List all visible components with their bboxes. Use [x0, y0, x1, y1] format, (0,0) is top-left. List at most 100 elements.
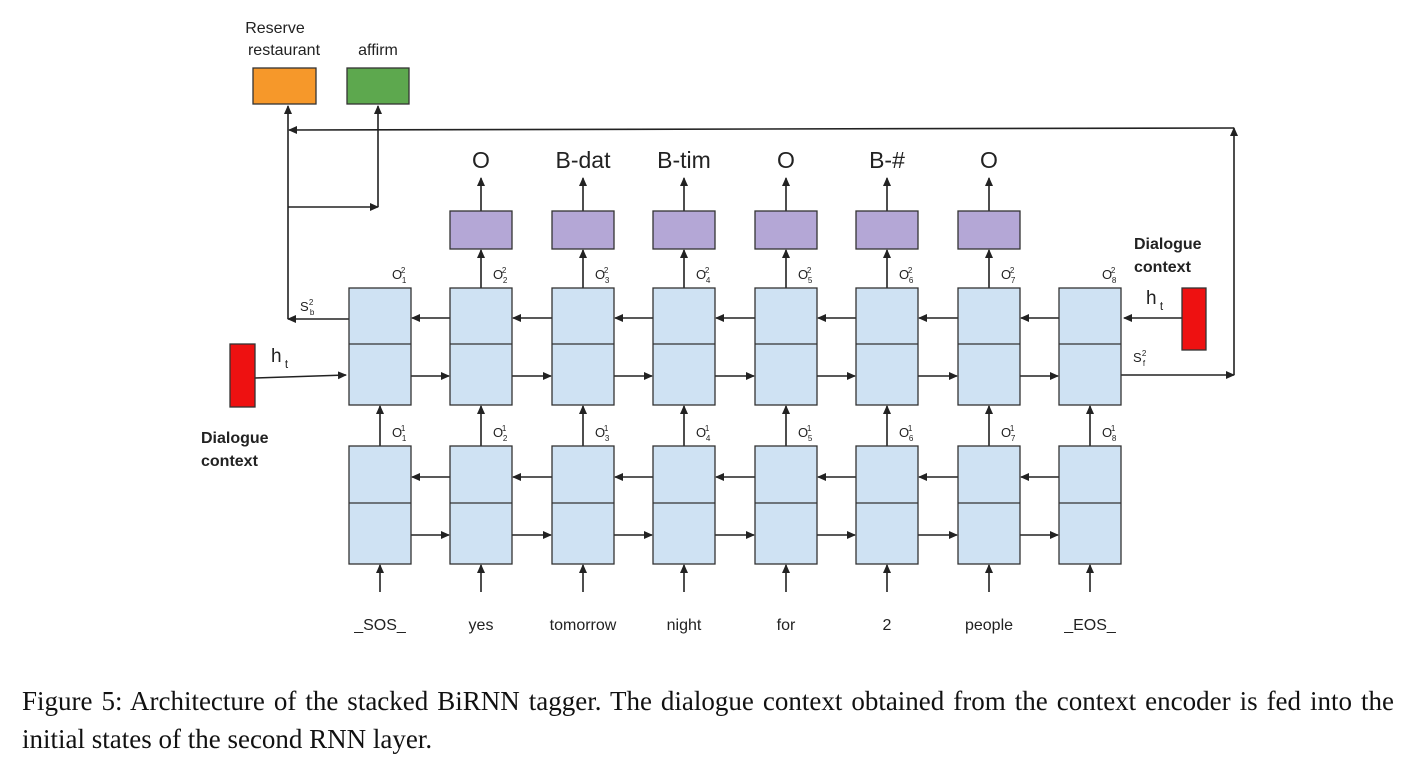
diagram-shapes	[229, 67, 1207, 565]
upper-output-label-4: O	[696, 267, 706, 282]
upper-output-label-6: O	[899, 267, 909, 282]
upper-output-label-7-sup: 2	[1010, 266, 1015, 275]
lower-rnn-cell-3	[551, 445, 615, 565]
lower-cell-body	[348, 445, 412, 565]
upper-output-label-6-sub: 6	[909, 276, 914, 285]
diagram-text: Reserve restaurant affirm O B-dat B-tim O B-# O O…	[201, 20, 1202, 634]
context-left-arrow	[254, 371, 347, 380]
lower-output-label-4-sub: 4	[706, 434, 711, 443]
lower-rnn-cell-7	[957, 445, 1021, 565]
output-box-6	[957, 210, 1021, 250]
lower-cell-body	[449, 445, 513, 565]
token-label-2: yes	[469, 617, 494, 634]
intent-label-affirm: affirm	[358, 42, 398, 59]
intent-label-reserve-line2: restaurant	[248, 42, 321, 59]
upper-rnn-cell-8	[1058, 287, 1122, 406]
hidden-state-right-label-sub: t	[1160, 300, 1164, 313]
dialogue-context-right-line2: context	[1134, 259, 1192, 276]
lower-output-label-7-sup: 1	[1010, 424, 1015, 433]
lower-output-label-6-sup: 1	[908, 424, 913, 433]
lower-output-label-7: O	[1001, 425, 1011, 440]
token-label-3: tomorrow	[550, 617, 617, 634]
lower-output-label-2-sub: 2	[503, 434, 508, 443]
upper-output-label-7: O	[1001, 267, 1011, 282]
output-box-1	[449, 210, 513, 250]
dialogue-context-left-line1: Dialogue	[201, 430, 269, 447]
token-label-5: for	[777, 617, 796, 634]
state-forward-label: S	[1133, 350, 1142, 365]
upper-output-label-5-sup: 2	[807, 266, 812, 275]
connector-lines	[254, 105, 1238, 592]
upper-output-label-7-sub: 7	[1011, 276, 1016, 285]
intent-box-reserve	[252, 67, 317, 105]
upper-cell-body	[348, 287, 412, 406]
lower-output-label-2: O	[493, 425, 503, 440]
upper-cell-body	[551, 287, 615, 406]
dialogue-context-left-line2: context	[201, 453, 259, 470]
upper-cell-body	[1058, 287, 1122, 406]
lower-cell-body	[957, 445, 1021, 565]
upper-output-label-2-sub: 2	[503, 276, 508, 285]
state-backward-label-sub: b	[310, 308, 315, 317]
upper-output-label-4-sup: 2	[705, 266, 710, 275]
hidden-state-left-label-sub: t	[285, 358, 289, 371]
intent-label-reserve-line1: Reserve	[245, 20, 305, 37]
lower-cell-body	[652, 445, 716, 565]
lower-output-label-1-sub: 1	[402, 434, 407, 443]
upper-output-label-3: O	[595, 267, 605, 282]
lower-output-label-3-sup: 1	[604, 424, 609, 433]
upper-output-label-5: O	[798, 267, 808, 282]
upper-rnn-cell-2	[449, 287, 513, 406]
lower-rnn-cell-1	[348, 445, 412, 565]
upper-cell-body	[449, 287, 513, 406]
lower-cell-body	[754, 445, 818, 565]
state-backward-label: S	[300, 299, 309, 314]
lower-cell-body	[551, 445, 615, 565]
lower-output-label-1: O	[392, 425, 402, 440]
lower-cell-body	[1058, 445, 1122, 565]
upper-cell-body	[652, 287, 716, 406]
lower-output-label-8-sup: 1	[1111, 424, 1116, 433]
birnn-architecture-diagram: Reserve restaurant affirm O B-dat B-tim O B-# O O…	[201, 20, 1238, 634]
lower-output-label-1-sup: 1	[401, 424, 406, 433]
tag-label-4: O	[777, 147, 795, 173]
lower-output-label-6: O	[899, 425, 909, 440]
upper-rnn-cell-6	[855, 287, 919, 406]
state-backward-label-sup: 2	[309, 298, 314, 307]
lower-rnn-cell-8	[1058, 445, 1122, 565]
token-label-4: night	[667, 617, 702, 634]
upper-rnn-cell-7	[957, 287, 1021, 406]
intent-box-affirm	[346, 67, 410, 105]
lower-output-label-4-sup: 1	[705, 424, 710, 433]
lower-output-label-8-sub: 8	[1112, 434, 1117, 443]
lower-output-label-8: O	[1102, 425, 1112, 440]
upper-rnn-cell-4	[652, 287, 716, 406]
upper-output-label-2-sup: 2	[502, 266, 507, 275]
output-box-5	[855, 210, 919, 250]
lower-rnn-cell-2	[449, 445, 513, 565]
output-box-4	[754, 210, 818, 250]
upper-output-label-1-sub: 1	[402, 276, 407, 285]
token-label-1: _SOS_	[353, 617, 407, 634]
lower-output-label-3: O	[595, 425, 605, 440]
upper-output-label-8: O	[1102, 267, 1112, 282]
upper-cell-body	[754, 287, 818, 406]
tag-label-1: O	[472, 147, 490, 173]
state-forward-label-sub: f	[1143, 359, 1146, 368]
lower-output-label-6-sub: 6	[909, 434, 914, 443]
lower-rnn-cell-6	[855, 445, 919, 565]
hidden-state-left-label: h	[271, 346, 282, 367]
output-box-3	[652, 210, 716, 250]
lower-output-label-2-sup: 1	[502, 424, 507, 433]
token-label-8: _EOS_	[1063, 617, 1117, 634]
upper-output-label-5-sub: 5	[808, 276, 813, 285]
lower-rnn-cell-4	[652, 445, 716, 565]
upper-output-label-4-sub: 4	[706, 276, 711, 285]
figure-caption: Figure 5: Architecture of the stacked Bi…	[22, 686, 1394, 754]
token-label-7: people	[965, 617, 1013, 634]
upper-output-label-2: O	[493, 267, 503, 282]
context-block-left	[229, 343, 256, 408]
upper-output-label-3-sup: 2	[604, 266, 609, 275]
context-block-right	[1181, 287, 1207, 351]
upper-cell-body	[855, 287, 919, 406]
